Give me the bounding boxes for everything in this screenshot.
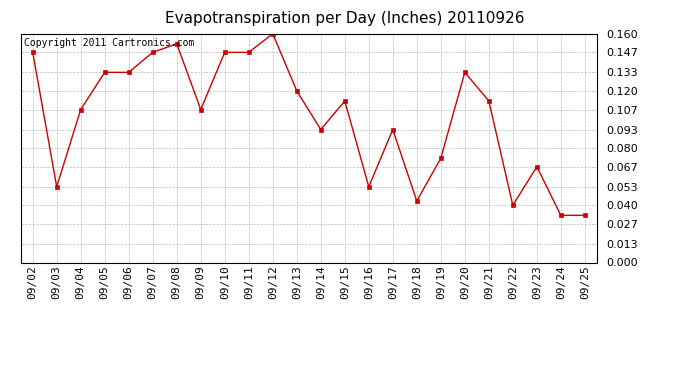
Text: Copyright 2011 Cartronics.com: Copyright 2011 Cartronics.com	[23, 38, 194, 48]
Text: Evapotranspiration per Day (Inches) 20110926: Evapotranspiration per Day (Inches) 2011…	[165, 11, 525, 26]
